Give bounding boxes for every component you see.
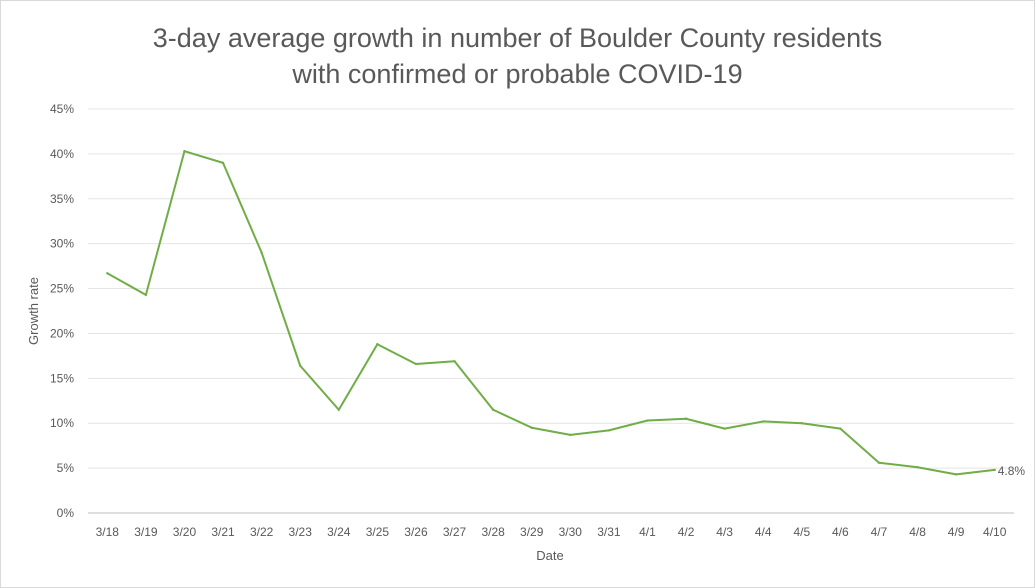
y-tick-label: 35%	[50, 192, 74, 206]
x-tick-label: 3/28	[481, 525, 505, 539]
y-tick-label: 5%	[57, 461, 75, 475]
data-point	[684, 417, 688, 420]
data-point	[993, 468, 996, 472]
y-tick-label: 40%	[50, 147, 74, 161]
y-tick-labels: 0% 5% 10% 15% 20% 25% 30% 35% 40% 45%	[50, 102, 74, 520]
y-axis-title: Growth rate	[26, 277, 41, 345]
data-point	[453, 360, 456, 363]
data-point	[144, 293, 148, 297]
x-tick-label: 3/22	[250, 525, 274, 539]
y-tick-label: 25%	[50, 282, 74, 296]
x-tick-label: 4/3	[716, 525, 733, 539]
data-point	[376, 343, 379, 346]
x-tick-label: 4/4	[755, 525, 772, 539]
x-tick-label: 4/9	[948, 525, 965, 539]
chart-title-line-1: 3-day average growth in number of Boulde…	[152, 23, 883, 53]
data-point	[106, 272, 109, 275]
data-point	[530, 426, 533, 429]
x-tick-label: 3/21	[211, 525, 235, 539]
series-line	[106, 150, 995, 476]
x-tick-label: 3/31	[597, 525, 621, 539]
data-point	[260, 251, 263, 254]
data-label-last: 4.8%	[998, 464, 1026, 478]
x-tick-label: 4/7	[871, 525, 888, 539]
data-point	[299, 364, 302, 367]
x-tick-label: 4/10	[983, 525, 1007, 539]
data-point	[491, 408, 495, 411]
x-tick-label: 3/26	[404, 525, 428, 539]
data-point	[607, 429, 611, 432]
y-tick-label: 0%	[57, 506, 75, 520]
y-tick-label: 10%	[50, 416, 74, 430]
chart-title-line-2: with confirmed or probable COVID-19	[292, 59, 743, 89]
data-point	[800, 422, 803, 425]
x-tick-label: 3/18	[96, 525, 120, 539]
data-point	[877, 461, 881, 464]
y-tick-label: 20%	[50, 326, 74, 340]
x-tick-label: 3/27	[443, 525, 467, 539]
series-layer: 4.8%	[106, 149, 1026, 478]
data-point	[723, 427, 726, 430]
x-tick-label: 3/24	[327, 525, 351, 539]
y-tick-label: 45%	[50, 102, 74, 116]
data-point	[221, 161, 225, 165]
x-tick-label: 3/19	[134, 525, 158, 539]
data-point	[954, 473, 958, 476]
x-tick-label: 3/23	[289, 525, 313, 539]
x-tick-label: 3/20	[173, 525, 197, 539]
x-tick-label: 3/25	[366, 525, 390, 539]
x-tick-label: 4/5	[793, 525, 810, 539]
x-tick-labels: 3/18 3/19 3/20 3/21 3/22 3/23 3/24 3/25 3/26 3/27…	[96, 525, 1007, 539]
data-point	[414, 362, 418, 366]
y-tick-label: 15%	[50, 371, 74, 385]
x-tick-label: 3/29	[520, 525, 544, 539]
x-tick-label: 3/30	[559, 525, 583, 539]
gridlines	[88, 108, 1014, 514]
x-tick-label: 4/2	[678, 525, 695, 539]
data-point	[839, 427, 842, 430]
data-point	[762, 420, 765, 423]
data-point	[569, 433, 572, 437]
x-tick-label: 4/1	[639, 525, 656, 539]
x-tick-label: 4/8	[909, 525, 926, 539]
y-tick-label: 30%	[50, 237, 74, 251]
data-point	[183, 149, 186, 153]
x-axis-title: Date	[536, 548, 563, 563]
data-point	[646, 419, 649, 422]
data-point	[916, 466, 919, 469]
x-tick-label: 4/6	[832, 525, 849, 539]
data-point	[337, 408, 340, 411]
